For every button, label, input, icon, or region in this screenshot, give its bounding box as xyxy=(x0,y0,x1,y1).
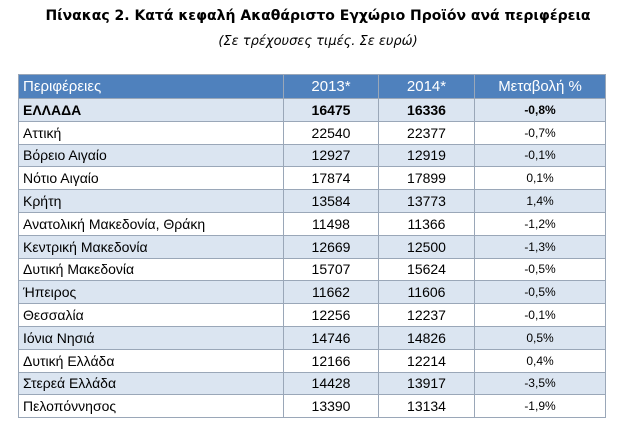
region-cell: Νότιο Αιγαίο xyxy=(18,166,284,191)
table-row: Στερεά Ελλάδα 14428 13917 -3,5% xyxy=(18,371,606,396)
value-cell: 12256 xyxy=(283,303,379,327)
table-row: Δυτική Μακεδονία 15707 15624 -0,5% xyxy=(18,257,606,282)
value-cell: 12919 xyxy=(378,143,475,168)
value-cell: 12214 xyxy=(378,348,475,373)
subtitle: (Σε τρέχουσες τιμές. Σε ευρώ) xyxy=(218,34,418,49)
table-row: Κρήτη 13584 13773 1,4% xyxy=(18,189,606,213)
column-header: 2013* xyxy=(283,74,379,99)
region-cell: Κεντρική Μακεδονία xyxy=(18,234,284,259)
region-cell: Κρήτη xyxy=(18,189,284,213)
value-cell: -0,1% xyxy=(474,303,606,327)
value-cell: -0,7% xyxy=(474,120,606,145)
value-cell: 0,1% xyxy=(474,166,606,191)
value-cell: -0,8% xyxy=(474,98,606,122)
table-row: Ιόνια Νησιά 14746 14826 0,5% xyxy=(18,325,606,350)
value-cell: 12237 xyxy=(378,303,475,327)
value-cell: 11366 xyxy=(378,211,475,236)
table-row: Ανατολική Μακεδονία, Θράκη 11498 11366 -1,2… xyxy=(18,211,606,236)
table-row: Δυτική Ελλάδα 12166 12214 0,4% xyxy=(18,348,606,373)
column-header: 2014* xyxy=(378,74,475,99)
value-cell: 13584 xyxy=(283,189,379,213)
value-cell: 13773 xyxy=(378,189,475,213)
value-cell: -0,5% xyxy=(474,257,606,282)
value-cell: 14746 xyxy=(283,325,379,350)
region-cell: Βόρειο Αιγαίο xyxy=(18,143,284,168)
value-cell: -0,5% xyxy=(474,280,606,305)
value-cell: 16336 xyxy=(378,98,475,122)
table-row: Ήπειρος 11662 11606 -0,5% xyxy=(18,280,606,305)
value-cell: 12669 xyxy=(283,234,379,259)
table-row: ΕΛΛΑΔΑ 16475 16336 -0,8% xyxy=(18,98,606,122)
region-cell: Αττική xyxy=(18,120,284,145)
value-cell: 11662 xyxy=(283,280,379,305)
table-row: Κεντρική Μακεδονία 12669 12500 -1,3% xyxy=(18,234,606,259)
value-cell: -1,9% xyxy=(474,394,606,419)
value-cell: -1,2% xyxy=(474,211,606,236)
table-row: Θεσσαλία 12256 12237 -0,1% xyxy=(18,303,606,327)
value-cell: 0,5% xyxy=(474,325,606,350)
region-cell: Στερεά Ελλάδα xyxy=(18,371,284,396)
table-body: ΕΛΛΑΔΑ 16475 16336 -0,8% Αττική 22540 22377 -0,… xyxy=(18,98,606,419)
table-row: Πελοπόννησος 13390 13134 -1,9% xyxy=(18,394,606,419)
table: Περιφέρειες 2013* 2014* Μεταβολή % ΕΛΛΑΔΑ 16… xyxy=(18,74,606,419)
value-cell: 11498 xyxy=(283,211,379,236)
region-cell: Πελοπόννησος xyxy=(18,394,284,419)
region-cell: Ήπειρος xyxy=(18,280,284,305)
value-cell: 16475 xyxy=(283,98,379,122)
value-cell: 17899 xyxy=(378,166,475,191)
region-cell: Δυτική Ελλάδα xyxy=(18,348,284,373)
column-header: Περιφέρειες xyxy=(18,74,284,99)
value-cell: 13390 xyxy=(283,394,379,419)
value-cell: 11606 xyxy=(378,280,475,305)
value-cell: 12166 xyxy=(283,348,379,373)
value-cell: 12500 xyxy=(378,234,475,259)
column-header: Μεταβολή % xyxy=(474,74,606,99)
value-cell: 13134 xyxy=(378,394,475,419)
value-cell: -0,1% xyxy=(474,143,606,168)
value-cell: 15624 xyxy=(378,257,475,282)
value-cell: 1,4% xyxy=(474,189,606,213)
region-cell: Ανατολική Μακεδονία, Θράκη xyxy=(18,211,284,236)
value-cell: 12927 xyxy=(283,143,379,168)
value-cell: 22540 xyxy=(283,120,379,145)
value-cell: 15707 xyxy=(283,257,379,282)
value-cell: 0,4% xyxy=(474,348,606,373)
value-cell: 22377 xyxy=(378,120,475,145)
value-cell: 14826 xyxy=(378,325,475,350)
title: Πίνακας 2. Κατά κεφαλή Ακαθάριστο Εγχώρι… xyxy=(45,8,591,24)
region-cell: ΕΛΛΑΔΑ xyxy=(18,98,284,122)
table-row: Νότιο Αιγαίο 17874 17899 0,1% xyxy=(18,166,606,191)
value-cell: -1,3% xyxy=(474,234,606,259)
value-cell: 17874 xyxy=(283,166,379,191)
value-cell: 14428 xyxy=(283,371,379,396)
region-cell: Θεσσαλία xyxy=(18,303,284,327)
table-row: Αττική 22540 22377 -0,7% xyxy=(18,120,606,145)
header-row: Περιφέρειες 2013* 2014* Μεταβολή % xyxy=(18,74,606,99)
region-cell: Ιόνια Νησιά xyxy=(18,325,284,350)
value-cell: -3,5% xyxy=(474,371,606,396)
table-row: Βόρειο Αιγαίο 12927 12919 -0,1% xyxy=(18,143,606,168)
value-cell: 13917 xyxy=(378,371,475,396)
region-cell: Δυτική Μακεδονία xyxy=(18,257,284,282)
